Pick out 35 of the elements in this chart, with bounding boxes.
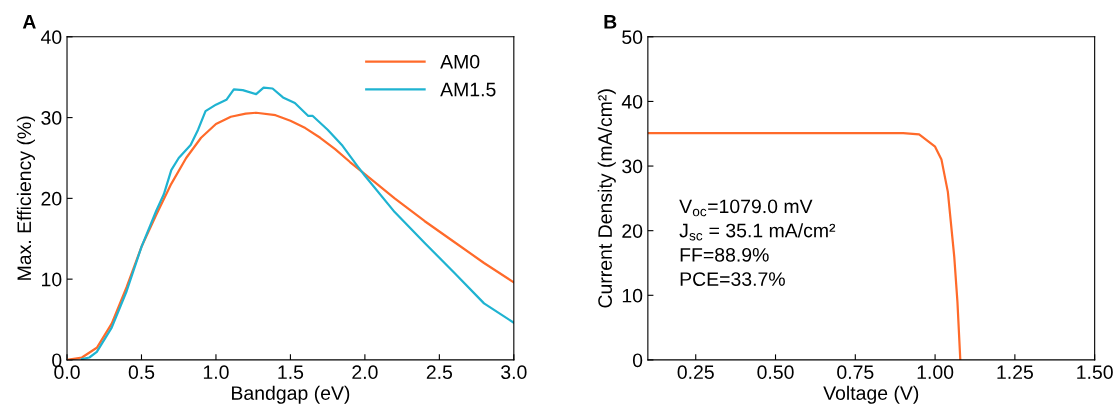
line-series bbox=[647, 131, 962, 360]
x-tick-label: 0.75 bbox=[837, 365, 874, 380]
annotation: J$_{sc}$ = 35.1 mA/cm² bbox=[679, 223, 836, 241]
x-tick-label: 1.50 bbox=[1077, 365, 1113, 380]
annotation: PCE=33.7% bbox=[680, 272, 785, 286]
y-tick-label: 30 bbox=[41, 111, 62, 125]
chart-title: B bbox=[604, 15, 617, 29]
x-tick-label: 1.0 bbox=[203, 365, 229, 380]
x-tick-label: 1.5 bbox=[278, 365, 304, 380]
x-tick-label: 1.25 bbox=[997, 365, 1033, 380]
y-axis-title: Current Density (mA/cm²) bbox=[597, 89, 616, 308]
x-tick-label: 2.0 bbox=[352, 365, 378, 380]
y-tick-label: 20 bbox=[622, 224, 643, 238]
legend-label: AM1.5 bbox=[440, 82, 496, 97]
y-tick-label: 50 bbox=[622, 30, 643, 45]
y-tick-label: 10 bbox=[622, 288, 643, 303]
x-axis-title: Voltage (V) bbox=[823, 385, 919, 404]
x-tick-label: 0.25 bbox=[677, 365, 714, 380]
annotation: V$_{oc}$=1079.0 mV bbox=[679, 199, 813, 217]
y-tick-label: 40 bbox=[40, 30, 62, 45]
x-axis-title: Bandgap (eV) bbox=[232, 385, 350, 404]
x-tick-label: 1.00 bbox=[917, 365, 954, 380]
x-tick-label: 0.50 bbox=[757, 365, 794, 380]
y-tick-label: 10 bbox=[42, 272, 62, 287]
y-tick-label: 0 bbox=[632, 353, 643, 368]
chart-title: A bbox=[22, 15, 36, 29]
y-tick-label: 20 bbox=[41, 191, 62, 206]
y-axis-title: Max. Efficiency (%) bbox=[16, 116, 35, 280]
x-tick-label: 2.5 bbox=[426, 365, 453, 380]
y-tick-label: 40 bbox=[621, 94, 643, 109]
annotation: FF=88.9% bbox=[680, 247, 769, 262]
x-tick-label: 3.0 bbox=[501, 365, 527, 380]
legend-label: AM0 bbox=[440, 54, 480, 69]
y-tick-label: 30 bbox=[622, 159, 643, 174]
x-tick-label: 0.5 bbox=[128, 365, 155, 380]
